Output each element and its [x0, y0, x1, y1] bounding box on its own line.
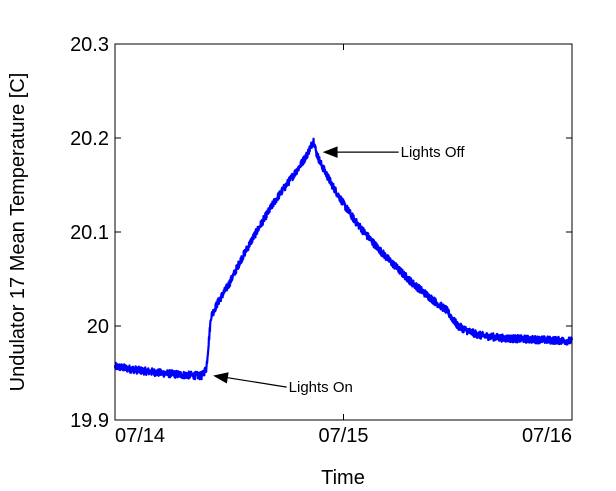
annotation-label: Lights On [289, 379, 353, 396]
y-tick-label: 20.3 [70, 34, 109, 56]
annotations-layer: Lights On Lights Off [213, 144, 466, 396]
y-tick-label: 20.1 [70, 222, 109, 244]
series-line [113, 137, 574, 381]
annotation: Lights On [213, 372, 353, 396]
y-axis-label: Undulator 17 Mean Temperature [C] [7, 73, 29, 392]
plot-background [115, 44, 572, 420]
annotation-arrowhead [213, 372, 229, 384]
y-tick-label: 20 [87, 316, 109, 338]
x-tick-label: 07/16 [522, 425, 572, 447]
annotation-label: Lights Off [401, 144, 466, 161]
x-axis-label: Time [321, 467, 365, 489]
y-tick-label: 20.2 [70, 128, 109, 150]
ticks-layer: 19.9 20 20.1 20.2 20.3 07/14 07/15 07/16 [70, 34, 573, 447]
annotation-arrow-shaft [224, 376, 287, 388]
x-tick-label: 07/15 [318, 425, 368, 447]
y-tick-label: 19.9 [70, 410, 109, 432]
annotation-arrowhead [322, 146, 338, 158]
x-tick-label: 07/14 [115, 425, 165, 447]
series-layer [113, 137, 574, 381]
annotation: Lights Off [322, 144, 466, 161]
